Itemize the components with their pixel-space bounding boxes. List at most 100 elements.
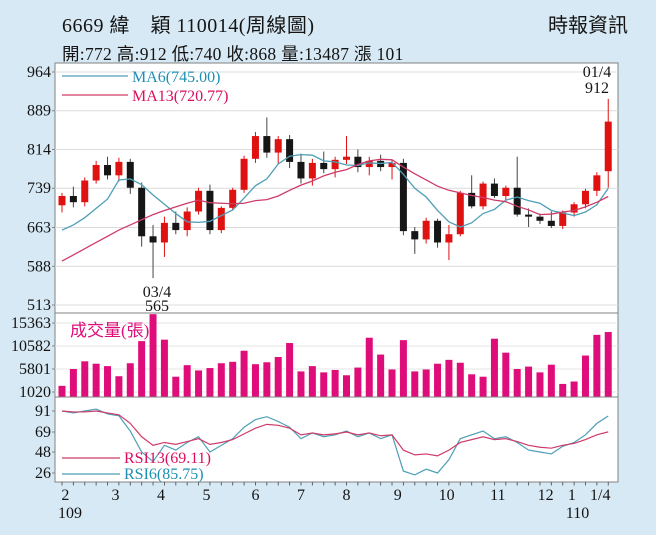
volume-bar (240, 350, 248, 397)
volume-bar (104, 366, 112, 397)
month-axis-label: 12 (538, 487, 554, 504)
candle-down (354, 156, 362, 168)
volume-bar (422, 369, 430, 397)
volume-bar (297, 371, 305, 397)
volume-bar (343, 375, 350, 397)
ma6-legend-label: MA6(745.00) (132, 69, 220, 86)
volume-bar (69, 369, 77, 397)
candle-up (422, 220, 430, 240)
month-axis-label: 7 (297, 487, 305, 504)
volume-bar (217, 363, 225, 397)
candle-down (525, 214, 533, 217)
volume-bar (320, 372, 328, 397)
candle-down (126, 161, 134, 188)
stock-title: 6669 緯 穎 110014(周線圖) (62, 15, 315, 37)
candle-down (547, 220, 555, 226)
candle-up (217, 207, 225, 231)
year-axis-label: 110 (566, 505, 589, 522)
price-axis-tick: 964 (27, 64, 51, 81)
month-axis-label: 1/4 (590, 487, 610, 504)
quote-line: 開:772 高:912 低:740 收:868 量:13487 漲 101 (62, 44, 404, 64)
month-axis-label: 1 (568, 487, 576, 504)
candle-down (263, 136, 271, 153)
volume-bar (138, 341, 146, 397)
candle-down (513, 187, 521, 215)
ma13-legend-label: MA13(720.77) (132, 88, 228, 105)
volume-bar (525, 366, 533, 397)
candle-up (388, 162, 396, 168)
volume-pane-label: 成交量(張) (70, 321, 149, 340)
volume-axis-tick: 5801 (19, 361, 51, 378)
chart-header: 6669 緯 穎 110014(周線圖) 時報資訊 開:772 高:912 低:… (62, 9, 628, 66)
candle-up (274, 139, 282, 153)
volume-bar (126, 363, 134, 397)
volume-bar (115, 376, 123, 397)
volume-bar (263, 362, 271, 397)
volume-bar (81, 361, 89, 397)
rsi-axis-tick: 91 (35, 403, 51, 420)
volume-bar (502, 352, 510, 397)
title-row: 6669 緯 穎 110014(周線圖) 時報資訊 (62, 9, 628, 38)
volume-bar (286, 343, 294, 397)
candle-down (138, 187, 146, 237)
month-axis-label: 11 (490, 487, 505, 504)
volume-bar (581, 355, 589, 397)
candle-up (160, 222, 168, 243)
volume-axis-tick: 15363 (11, 315, 51, 332)
volume-bar (434, 363, 442, 397)
month-axis-label: 4 (157, 487, 165, 504)
candle-down (468, 192, 476, 207)
candle-up (331, 159, 339, 170)
candle-up (604, 121, 612, 172)
candle-up (456, 192, 464, 235)
candle-up (81, 180, 89, 203)
rsi-axis-tick: 26 (35, 465, 51, 482)
rsi13-legend-label: RSI13(69.11) (124, 450, 211, 467)
high-annotation-value: 912 (585, 80, 609, 97)
candle-up (479, 183, 487, 207)
candlestick-chart-canvas: 9648898147396635885131536310582580110209… (11, 62, 619, 522)
price-axis-tick: 814 (27, 141, 51, 158)
candle-up (445, 234, 453, 243)
volume-bar (331, 369, 339, 397)
candle-up (365, 160, 373, 168)
rsi-axis-tick: 48 (35, 444, 51, 461)
ma6-line (61, 154, 609, 231)
year-axis-label: 109 (58, 505, 82, 522)
volume-bar (308, 366, 316, 397)
candle-up (229, 189, 237, 208)
volume-bar (411, 371, 419, 397)
volume-bar (183, 365, 191, 397)
rsi6-legend-label: RSI6(85.75) (124, 466, 204, 483)
rsi13-line (61, 410, 609, 457)
candle-down (297, 161, 305, 179)
candle-up (581, 190, 589, 205)
month-axis-label: 8 (343, 487, 351, 504)
candle-up (58, 195, 66, 206)
ma13-line (61, 158, 609, 262)
candle-down (69, 195, 77, 203)
volume-bar (513, 369, 521, 397)
candle-down (104, 164, 112, 176)
candle-down (399, 162, 407, 232)
month-axis-label: 10 (439, 487, 455, 504)
candle-up (195, 190, 203, 212)
candle-up (570, 204, 578, 213)
price-axis-tick: 889 (27, 103, 51, 120)
candle-down (490, 183, 498, 196)
chart-generated-layer: 9648898147396635885131536310582580110209… (11, 62, 619, 522)
price-axis-tick: 588 (27, 258, 51, 275)
candle-up (92, 164, 100, 181)
candle-up (308, 162, 316, 179)
volume-bar (593, 334, 601, 397)
high-annotation-date: 01/4 (583, 64, 611, 81)
month-axis-label: 6 (251, 487, 259, 504)
volume-bar (399, 340, 407, 397)
volume-bar (274, 356, 282, 397)
price-axis-tick: 739 (27, 180, 51, 197)
low-annotation-value: 565 (145, 298, 169, 315)
candle-down (149, 236, 157, 243)
month-axis-label: 2 (61, 487, 69, 504)
volume-bar (206, 368, 214, 397)
